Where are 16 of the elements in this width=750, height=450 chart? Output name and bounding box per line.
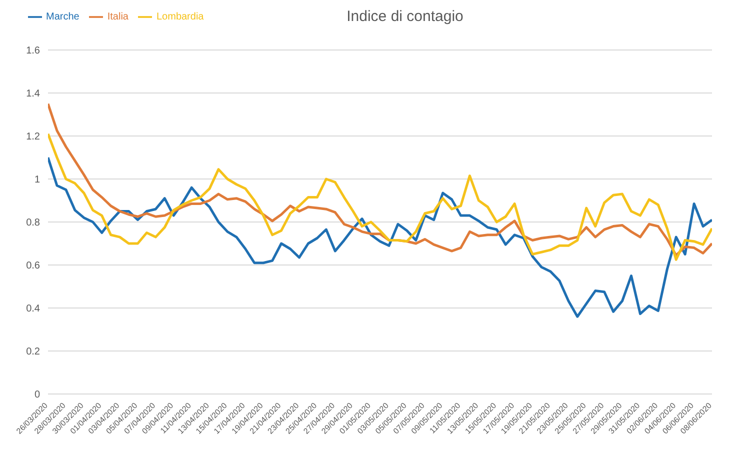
- y-tick-label: 1: [34, 174, 40, 186]
- legend-label: Marche: [46, 12, 80, 23]
- y-tick-label: 0.2: [26, 346, 40, 358]
- y-tick-label: 0: [34, 390, 40, 401]
- y-tick-label: 0.6: [26, 260, 40, 272]
- legend-label: Lombardia: [156, 12, 204, 23]
- y-tick-label: 1.2: [26, 132, 40, 143]
- line-series: [48, 102, 712, 257]
- y-tick-label: 0.4: [26, 304, 40, 315]
- line-series: [48, 156, 712, 318]
- y-tick-label: 1.6: [26, 46, 40, 57]
- chart-title: Indice di contagio: [346, 8, 464, 25]
- legend-label: Italia: [107, 12, 128, 23]
- y-tick-label: 1.4: [26, 88, 40, 100]
- line-series: [48, 132, 712, 261]
- y-tick-label: 0.8: [26, 218, 40, 229]
